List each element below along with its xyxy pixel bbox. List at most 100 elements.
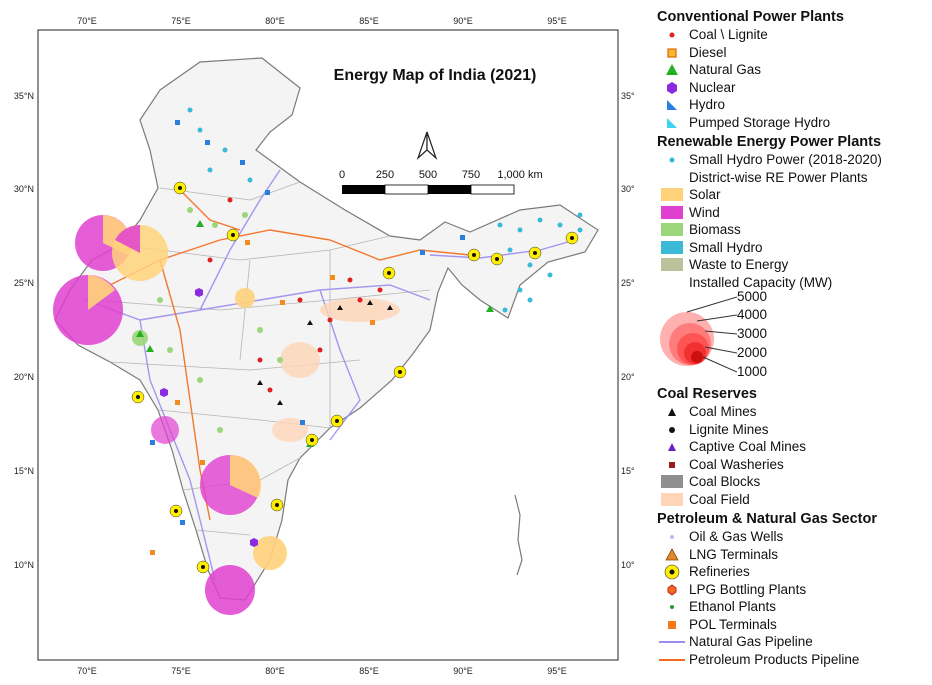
coal-plant-dots bbox=[207, 197, 383, 393]
legend-item-oil-gas-wells: Oil & Gas Wells bbox=[657, 528, 929, 546]
legend-heading-petroleum: Petroleum & Natural Gas Sector bbox=[657, 511, 877, 527]
legend-item-pol-terminals: POL Terminals bbox=[657, 616, 929, 634]
legend-item-lng-terminals: LNG Terminals bbox=[657, 546, 929, 564]
legend-item-solar: Solar bbox=[657, 186, 929, 204]
ethanol-plant-dot-icon bbox=[670, 605, 674, 609]
svg-text:20°N: 20°N bbox=[621, 372, 635, 382]
lat-labels-left: 35°N 30°N 25°N 20°N 15°N 10°N bbox=[14, 91, 34, 570]
svg-text:35°N: 35°N bbox=[621, 91, 635, 101]
pol-terminal-square-icon bbox=[668, 620, 676, 629]
svg-text:85°E: 85°E bbox=[359, 16, 379, 26]
legend-item-ethanol-plants: Ethanol Plants bbox=[657, 598, 929, 616]
scale-bar: 0 250 500 750 1,000 km bbox=[339, 169, 543, 195]
pumped-storage-icon bbox=[667, 117, 677, 128]
gas-pipeline-line-icon bbox=[659, 641, 685, 643]
legend-item-refineries: Refineries bbox=[657, 563, 929, 581]
svg-text:70°E: 70°E bbox=[77, 16, 97, 26]
svg-text:15°N: 15°N bbox=[14, 466, 34, 476]
lpg-bottling-icon bbox=[667, 583, 677, 596]
legend-item-petroleum-pipeline: Petroleum Products Pipeline bbox=[657, 651, 929, 669]
energy-map: 70°E 75°E 80°E 85°E 90°E 95°E 70°E 75°E … bbox=[14, 16, 635, 676]
svg-text:85°E: 85°E bbox=[359, 666, 379, 676]
svg-text:95°E: 95°E bbox=[547, 666, 567, 676]
proportional-circles-icon bbox=[660, 296, 737, 373]
coal-mines-markers bbox=[257, 300, 393, 405]
nuclear-markers bbox=[160, 288, 258, 547]
natural-gas-triangle-icon bbox=[666, 64, 678, 75]
svg-text:30°N: 30°N bbox=[621, 184, 635, 194]
legend-item-lignite-mines: Lignite Mines bbox=[657, 421, 929, 439]
small-hydro-swatch-icon bbox=[661, 240, 683, 254]
legend-item-coal-mines: Coal Mines bbox=[657, 403, 929, 421]
legend: Conventional Power Plants Coal \ Lignite… bbox=[657, 6, 929, 668]
small-hydro-dot-icon bbox=[669, 157, 675, 163]
coal-field-swatch-icon bbox=[661, 492, 683, 506]
map-title: Energy Map of India (2021) bbox=[334, 67, 537, 84]
svg-text:75°E: 75°E bbox=[171, 666, 191, 676]
coal-dot-icon bbox=[669, 32, 675, 38]
legend-subheading-district-wise: District-wise RE Power Plants bbox=[689, 169, 868, 185]
legend-item-small-hydro: Small Hydro bbox=[657, 239, 929, 257]
north-arrow-icon bbox=[416, 131, 438, 160]
legend-item-captive-coal-mines: Captive Coal Mines bbox=[657, 438, 929, 456]
solar-swatch-icon bbox=[661, 188, 683, 201]
svg-text:90°E: 90°E bbox=[453, 16, 473, 26]
diesel-square-icon bbox=[667, 47, 677, 58]
biomass-swatch-icon bbox=[661, 223, 683, 236]
biomass-dots bbox=[157, 207, 283, 433]
legend-item-small-hydro-power: Small Hydro Power (2018-2020) bbox=[657, 151, 929, 169]
svg-text:25°N: 25°N bbox=[621, 278, 635, 288]
svg-text:20°N: 20°N bbox=[14, 372, 34, 382]
legend-item-coal-field: Coal Field bbox=[657, 491, 929, 509]
captive-coal-triangle-icon bbox=[668, 443, 676, 451]
scale-label-1000: 1,000 km bbox=[497, 169, 542, 181]
svg-text:80°E: 80°E bbox=[265, 666, 285, 676]
legend-item-coal-washeries: Coal Washeries bbox=[657, 456, 929, 474]
andaman-islands bbox=[514, 494, 523, 576]
refineries bbox=[131, 181, 579, 574]
capacity-4000: 4000 bbox=[737, 307, 768, 322]
svg-text:10°N: 10°N bbox=[14, 560, 34, 570]
svg-text:95°E: 95°E bbox=[547, 16, 567, 26]
legend-item-wind: Wind bbox=[657, 204, 929, 222]
coal-mine-triangle-icon bbox=[668, 408, 676, 416]
svg-text:80°E: 80°E bbox=[265, 16, 285, 26]
capacity-2000: 2000 bbox=[737, 345, 768, 360]
legend-item-biomass: Biomass bbox=[657, 221, 929, 239]
coal-blocks-swatch-icon bbox=[661, 475, 683, 488]
re-capacity-circles bbox=[53, 215, 287, 615]
lat-labels-right: 35°N 30°N 25°N 20°N 15°N 10°N bbox=[621, 91, 635, 570]
svg-text:30°N: 30°N bbox=[14, 184, 34, 194]
coal-fields bbox=[272, 298, 400, 442]
lng-terminal-triangle-icon bbox=[665, 547, 679, 560]
nuclear-hexagon-icon bbox=[667, 81, 677, 94]
wind-swatch-icon bbox=[661, 205, 683, 219]
coal-washery-square-icon bbox=[669, 461, 675, 468]
svg-text:90°E: 90°E bbox=[453, 666, 473, 676]
legend-item-pumped-storage-hydro: Pumped Storage Hydro bbox=[657, 114, 929, 132]
hydro-markers bbox=[150, 120, 465, 525]
svg-text:25°N: 25°N bbox=[14, 278, 34, 288]
svg-text:35°N: 35°N bbox=[14, 91, 34, 101]
svg-text:70°E: 70°E bbox=[77, 666, 97, 676]
oil-gas-well-dot-icon bbox=[670, 535, 674, 539]
refinery-icon bbox=[664, 564, 680, 580]
legend-heading-conventional: Conventional Power Plants bbox=[657, 9, 844, 25]
capacity-3000: 3000 bbox=[737, 326, 768, 341]
svg-text:75°E: 75°E bbox=[171, 16, 191, 26]
lignite-mine-dot-icon bbox=[669, 426, 675, 433]
small-hydro-dots bbox=[187, 107, 583, 313]
scale-label-250: 250 bbox=[376, 169, 394, 181]
legend-item-diesel: Diesel bbox=[657, 44, 929, 62]
lon-labels-top: 70°E 75°E 80°E 85°E 90°E 95°E bbox=[77, 16, 567, 26]
capacity-5000: 5000 bbox=[737, 289, 768, 304]
waste-to-energy-swatch-icon bbox=[661, 258, 683, 271]
legend-capacity-title: Installed Capacity (MW) bbox=[689, 274, 833, 290]
hydro-icon bbox=[667, 100, 677, 110]
legend-heading-coal: Coal Reserves bbox=[657, 386, 757, 402]
legend-heading-renewable: Renewable Energy Power Plants bbox=[657, 134, 882, 150]
svg-text:15°N: 15°N bbox=[621, 466, 635, 476]
legend-item-natural-gas: Natural Gas bbox=[657, 61, 929, 79]
legend-item-hydro: Hydro bbox=[657, 96, 929, 114]
scale-label-500: 500 bbox=[419, 169, 437, 181]
